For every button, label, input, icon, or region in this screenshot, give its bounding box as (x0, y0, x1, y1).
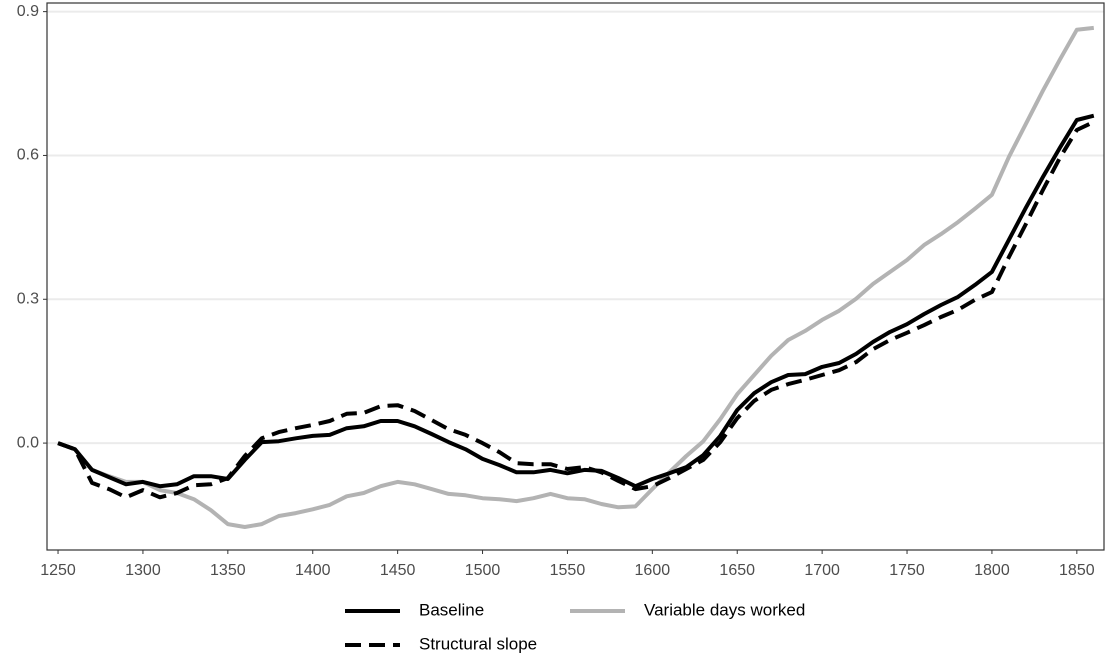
series-line (57, 113, 1095, 489)
x-tick-label: 1400 (295, 562, 331, 579)
x-tick-label: 1750 (889, 562, 925, 579)
x-tick-label: 1600 (635, 562, 671, 579)
x-tick-label: 1450 (380, 562, 416, 579)
legend-label: Variable days worked (644, 600, 805, 619)
x-tick-label: 1800 (974, 562, 1010, 579)
x-tick-label: 1550 (550, 562, 586, 579)
y-tick-label: 0.3 (17, 290, 39, 307)
series-line (57, 120, 1095, 500)
y-tick-label: 0.0 (17, 434, 39, 451)
x-tick-label: 1500 (465, 562, 501, 579)
y-tick-label: 0.9 (17, 3, 39, 20)
plot-border (46, 2, 1105, 551)
x-tick-label: 1700 (804, 562, 840, 579)
legend-label: Baseline (419, 600, 484, 619)
legend-label: Structural slope (419, 634, 537, 653)
x-tick-label: 1650 (719, 562, 755, 579)
x-tick-label: 1850 (1059, 562, 1095, 579)
y-tick-label: 0.6 (17, 147, 39, 164)
x-tick-label: 1250 (40, 562, 76, 579)
series-line (57, 25, 1095, 529)
x-tick-label: 1350 (210, 562, 246, 579)
x-tick-label: 1300 (125, 562, 161, 579)
